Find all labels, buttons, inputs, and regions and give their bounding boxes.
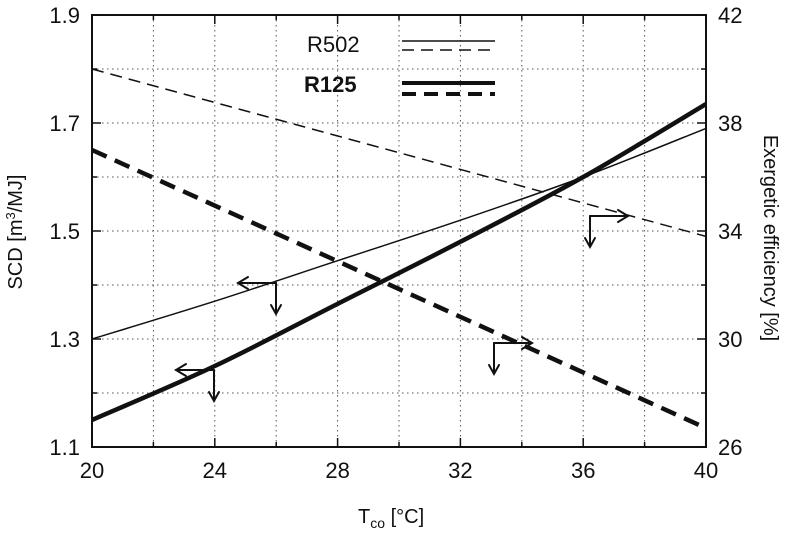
x-tick-label: 28 [325, 458, 349, 483]
y-left-tick-label: 1.7 [49, 111, 80, 136]
series-line-r125-scd [91, 102, 708, 423]
y-right-tick-label: 34 [718, 219, 742, 244]
arrow-horizontal-head [617, 209, 630, 223]
y-right-tick-label: 38 [718, 111, 742, 136]
arrow-down-head [488, 364, 500, 377]
y-left-tick-label: 1.1 [49, 435, 80, 460]
x-tick-label: 20 [80, 458, 104, 483]
y-left-tick-label: 1.9 [49, 3, 80, 28]
arrow-horizontal-head [174, 363, 187, 377]
axis-indicator-arrows [174, 209, 630, 404]
legend-label-r125: R125 [304, 72, 357, 97]
axis-arrow-right [488, 336, 534, 377]
arrow-down-head [270, 304, 282, 317]
x-tick-label: 32 [448, 458, 472, 483]
axis-arrow-left [236, 276, 282, 317]
legend: R502 R125 [304, 32, 495, 97]
legend-label-r502: R502 [307, 32, 360, 57]
y-right-tick-label: 30 [718, 327, 742, 352]
series-line-r502-efficiency [91, 68, 707, 238]
arrow-horizontal-head [521, 336, 534, 350]
series-line-r125-efficiency [91, 147, 707, 431]
series-layer [91, 68, 708, 431]
tick-marks [91, 14, 707, 448]
y-left-tick-label: 1.3 [49, 327, 80, 352]
axis-arrow-left [174, 363, 220, 404]
arrow-horizontal-head [236, 276, 249, 290]
series-line-r502-scd [91, 127, 707, 340]
x-tick-label: 24 [203, 458, 227, 483]
x-tick-label: 40 [694, 458, 718, 483]
x-tick-label: 36 [571, 458, 595, 483]
y-right-tick-label: 42 [718, 3, 742, 28]
y-right-tick-label: 26 [718, 435, 742, 460]
tick-labels: 20 24 28 32 36 40 1.1 1.3 1.5 1.7 1.9 26 30 34 38 42 [49, 3, 742, 483]
arrow-down-head [584, 237, 596, 250]
arrow-down-head [208, 391, 220, 404]
x-axis-title: Tco [°C] [358, 506, 424, 531]
y-left-tick-label: 1.5 [49, 219, 80, 244]
y-left-axis-title: SCD [m3/MJ] [3, 174, 27, 289]
axis-arrow-right [584, 209, 630, 250]
y-right-axis-title: Exergetic efficiency [%] [759, 135, 781, 341]
